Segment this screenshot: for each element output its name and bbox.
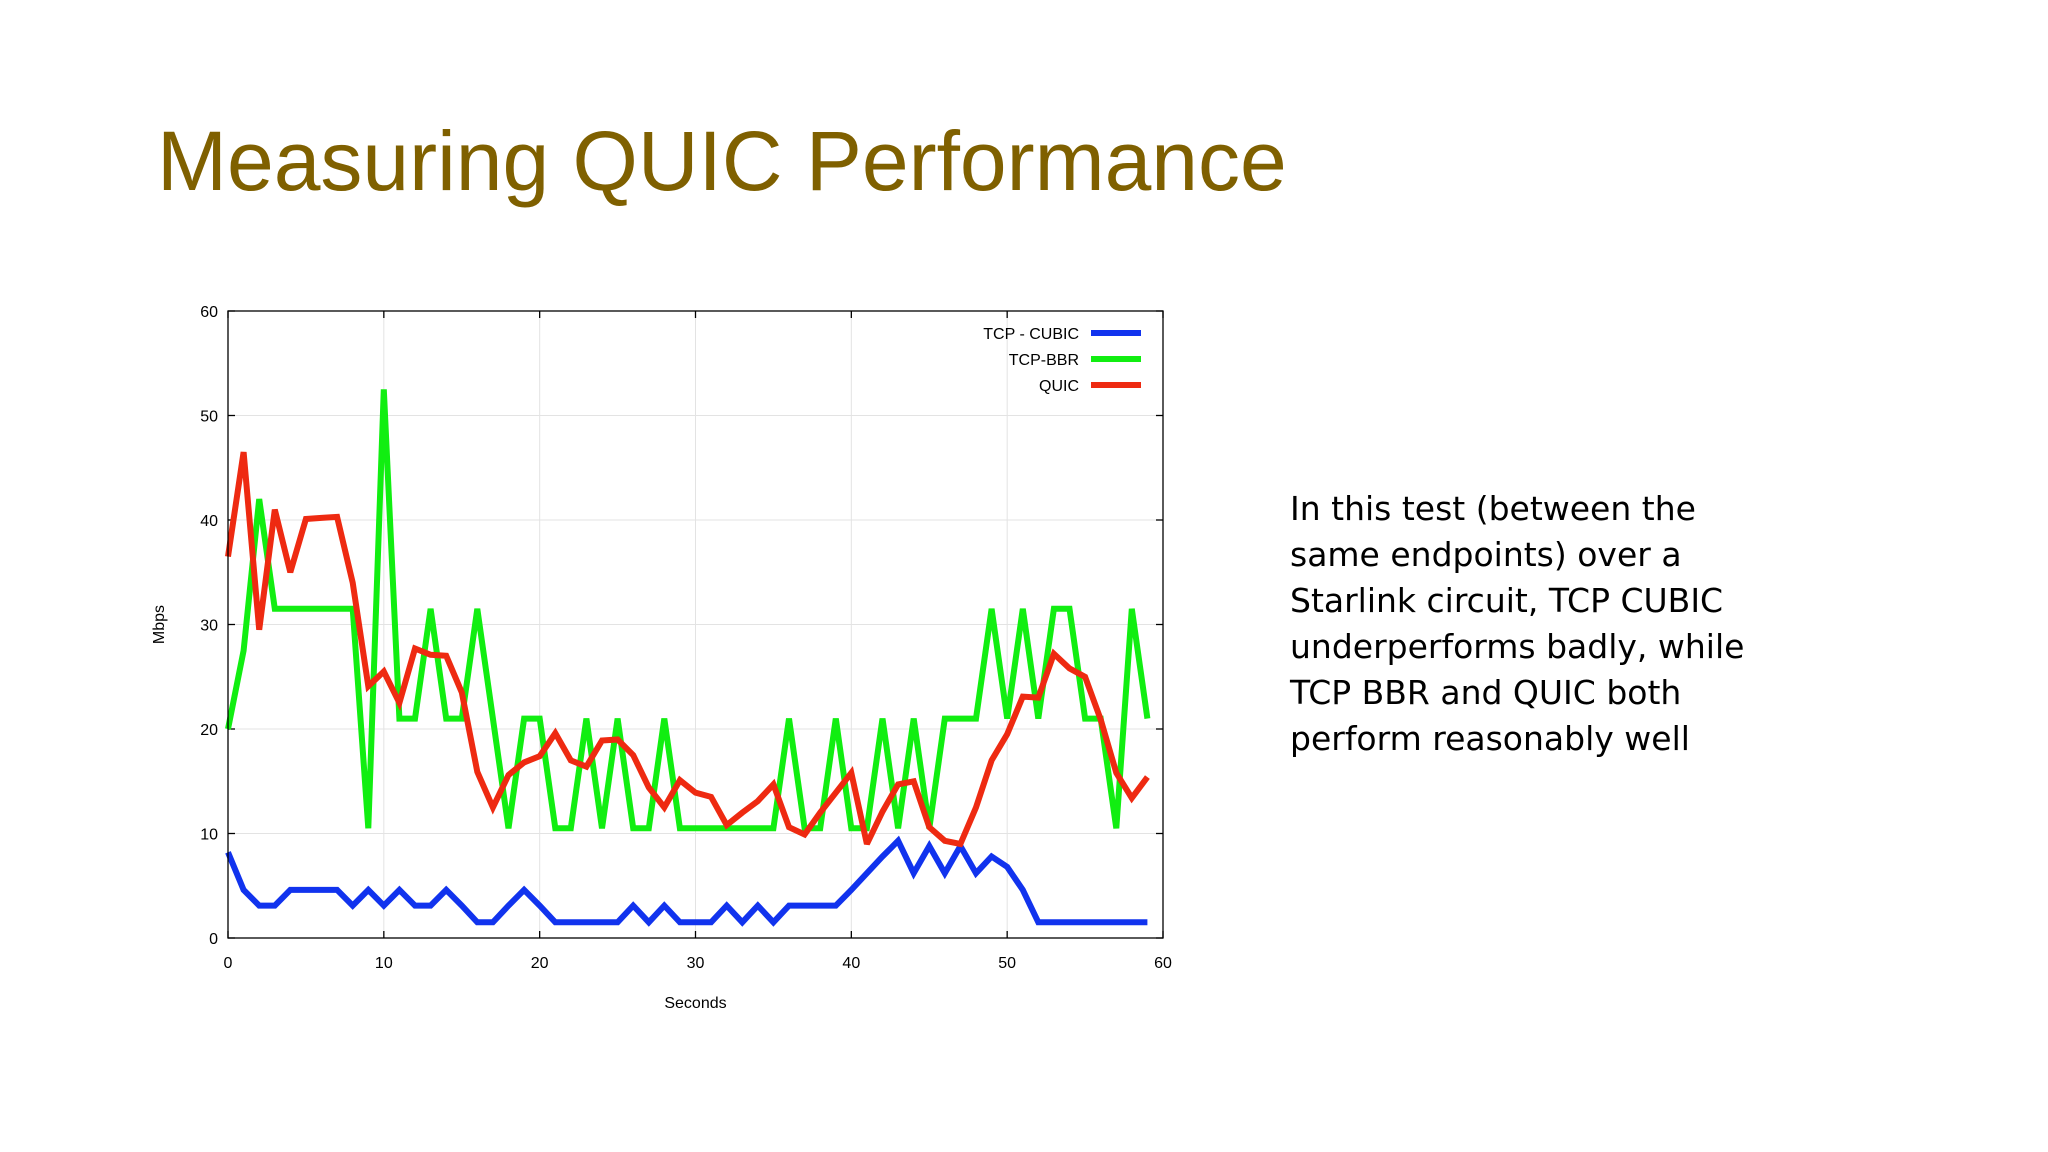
y-tick-label: 10 [200,827,218,844]
x-tick-label: 0 [224,955,233,972]
y-tick-label: 50 [200,409,218,426]
x-tick-label: 10 [375,955,393,972]
y-tick-label: 20 [200,722,218,739]
y-tick-label: 40 [200,513,218,530]
axis-ticks: 0 10 20 30 40 50 60 0 10 20 30 40 50 60 [200,304,1172,972]
legend-label: TCP - CUBIC [983,326,1079,343]
series-line-3 [225,451,1150,848]
series-lines [225,389,1151,927]
x-tick-label: 40 [842,955,860,972]
x-tick-label: 60 [1154,955,1172,972]
legend: TCP - CUBIC TCP-BBR QUIC [983,326,1141,395]
x-axis-label: Seconds [664,995,726,1012]
slide-title: Measuring QUIC Performance [157,114,1287,208]
y-tick-label: 60 [200,304,218,321]
slide-body-text: In this test (between the same endpoints… [1290,489,1745,758]
y-tick-label: 0 [209,931,218,948]
series-line-1 [225,835,1148,927]
y-tick-label: 30 [200,618,218,635]
x-tick-label: 20 [531,955,549,972]
chart: 0 10 20 30 40 50 60 0 10 20 30 40 50 60 TCP - CUBIC TC… [140,290,1180,1020]
y-axis-label: Mbps [151,605,168,644]
legend-label: QUIC [1039,378,1079,395]
series-line-2 [225,389,1151,832]
legend-label: TCP-BBR [1009,352,1079,369]
plot-frame [227,310,1164,939]
x-tick-label: 30 [687,955,705,972]
x-tick-label: 50 [998,955,1016,972]
